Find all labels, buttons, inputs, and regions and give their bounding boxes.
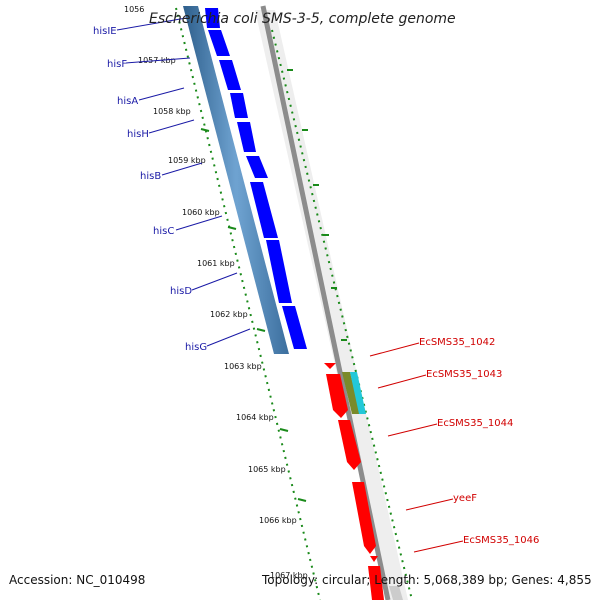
- gene-label[interactable]: hisG: [185, 342, 207, 353]
- reverse-genes: [324, 363, 384, 600]
- gene-label[interactable]: EcSMS35_1044: [437, 418, 513, 429]
- forward-gene-arrow[interactable]: [219, 60, 241, 90]
- kbp-tick-label: 1067 kbp: [270, 571, 308, 580]
- gene-label[interactable]: hisF: [107, 59, 127, 70]
- kbp-tick-label: 1060 kbp: [182, 208, 220, 217]
- kbp-tick-label: 1056: [124, 5, 144, 14]
- gene-label[interactable]: EcSMS35_1046: [463, 535, 539, 546]
- gene-label[interactable]: EcSMS35_1042: [419, 337, 495, 348]
- gene-label[interactable]: yeeF: [453, 493, 477, 504]
- gene-label-connector: [161, 162, 203, 176]
- kbp-tick-label: 1061 kbp: [197, 259, 235, 268]
- reverse-gene-arrow[interactable]: [368, 566, 384, 600]
- gene-label[interactable]: hisB: [140, 171, 161, 182]
- forward-gene-arrow[interactable]: [246, 156, 268, 178]
- kbp-tick-label: 1063 kbp: [224, 362, 262, 371]
- gene-label-connector: [191, 272, 238, 291]
- forward-gene-arrow[interactable]: [250, 182, 278, 238]
- forward-gene-arrow[interactable]: [282, 306, 307, 349]
- ruler-tick: [256, 328, 266, 332]
- ruler-tick: [297, 498, 307, 502]
- gene-label-connector: [175, 215, 223, 231]
- gene-label-connector: [413, 540, 464, 553]
- ruler-tick: [200, 128, 210, 132]
- gene-label-connector: [206, 328, 251, 347]
- kbp-tick-label: 1065 kbp: [248, 465, 286, 474]
- reverse-gene-arrow[interactable]: [342, 372, 360, 414]
- major-ticks: [200, 69, 347, 502]
- ruler-tick: [279, 428, 289, 432]
- gene-label[interactable]: hisH: [127, 129, 149, 140]
- ruler-line-left: [175, 7, 321, 600]
- gene-label-connector: [138, 87, 185, 101]
- map-title: Escherichia coli SMS-3-5, complete genom…: [149, 11, 456, 27]
- gene-label[interactable]: EcSMS35_1043: [426, 369, 502, 380]
- forward-gene-arrow[interactable]: [205, 8, 220, 28]
- accession-text: Accession: NC_010498: [9, 573, 146, 587]
- gene-label-connector: [116, 17, 187, 31]
- gene-label[interactable]: hisIE: [93, 26, 117, 37]
- kbp-tick-label: 1064 kbp: [236, 413, 274, 422]
- gene-label[interactable]: hisD: [170, 286, 192, 297]
- kbp-tick-label: 1059 kbp: [168, 156, 206, 165]
- gene-label[interactable]: hisA: [117, 96, 138, 107]
- reverse-gene-arrow[interactable]: [350, 372, 366, 414]
- backbone-track: [183, 6, 289, 354]
- gene-label-connector: [148, 119, 195, 134]
- right-gene-labels: EcSMS35_1042 EcSMS35_1043 EcSMS35_1044 yeeF…: [369, 337, 539, 553]
- genome-stats-text: Topology: circular; Length: 5,068,389 bp…: [262, 573, 592, 587]
- forward-gene-arrow[interactable]: [208, 30, 230, 56]
- kbp-tick-label: 1066 kbp: [259, 516, 297, 525]
- kbp-tick-label: 1062 kbp: [210, 310, 248, 319]
- left-gene-labels: hisIE hisF hisA hisH hisB hisC hisD hisG: [93, 17, 251, 353]
- kbp-tick-label: 1058 kbp: [153, 107, 191, 116]
- forward-gene-arrow[interactable]: [230, 93, 248, 118]
- gene-label-connector: [125, 57, 191, 64]
- gene-label-connector: [387, 423, 438, 437]
- reverse-gene-arrow[interactable]: [324, 363, 336, 369]
- reverse-gene-arrow[interactable]: [352, 482, 376, 554]
- gene-label[interactable]: hisC: [153, 226, 174, 237]
- gene-label-connector: [369, 342, 420, 357]
- grey-track: [255, 10, 408, 600]
- reverse-gene-arrow[interactable]: [338, 420, 361, 470]
- gene-label-connector: [405, 498, 454, 511]
- forward-genes: [205, 8, 307, 349]
- forward-gene-arrow[interactable]: [266, 240, 292, 303]
- gene-label-connector: [377, 374, 427, 389]
- light-track-segment: [389, 586, 403, 600]
- forward-gene-arrow[interactable]: [237, 122, 256, 152]
- reverse-gene-arrow[interactable]: [326, 374, 348, 418]
- reverse-gene-arrow[interactable]: [370, 556, 378, 562]
- ruler-tick: [227, 226, 237, 230]
